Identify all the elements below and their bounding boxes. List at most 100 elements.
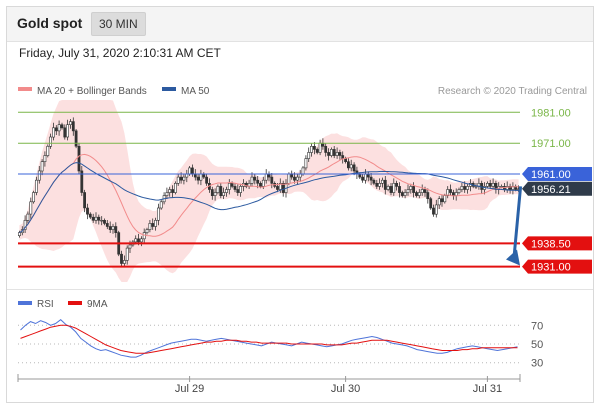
candle-body — [23, 220, 27, 230]
candle-body — [463, 186, 467, 190]
candle-body — [398, 186, 401, 193]
rsi-tick-70: 70 — [531, 320, 543, 332]
candle-body — [344, 158, 348, 163]
candle-body — [491, 183, 495, 187]
forecast-arrow-head — [506, 249, 520, 266]
candle-body — [307, 152, 311, 159]
candle-body — [100, 220, 104, 222]
candle-body — [239, 186, 243, 193]
timeframe-badge[interactable]: 30 MIN — [91, 12, 146, 36]
candle-body — [349, 164, 353, 169]
candle-body — [315, 149, 319, 153]
candle-body — [312, 146, 316, 150]
candle-body — [32, 192, 36, 203]
rsi-ma-line — [20, 324, 518, 354]
candle-body — [80, 170, 84, 193]
candle-body — [34, 179, 38, 193]
candle-body — [250, 176, 254, 184]
candle-body — [386, 186, 390, 190]
candle-body — [276, 186, 279, 190]
candle-body — [17, 232, 21, 237]
candle-body — [125, 247, 129, 261]
candle-body — [94, 216, 98, 221]
candle-body — [196, 176, 200, 181]
candle-body — [434, 204, 438, 215]
candle-body — [253, 176, 257, 181]
candle-body — [219, 186, 223, 196]
candle-body — [111, 226, 115, 230]
rsi-tick-50: 50 — [531, 339, 543, 351]
candle-body — [261, 179, 265, 187]
candle-body — [451, 192, 455, 196]
chart-datetime: Friday, July 31, 2020 2:10:31 AM CET — [19, 46, 221, 60]
candle-body — [474, 186, 478, 188]
candle-body — [369, 176, 373, 181]
candle-body — [128, 244, 132, 249]
candle-body — [91, 216, 95, 221]
candle-body — [295, 176, 299, 181]
candle-body — [392, 183, 396, 193]
candle-body — [400, 192, 404, 196]
candle-body — [148, 223, 152, 230]
candle-body — [335, 152, 339, 156]
candle-body — [57, 124, 61, 132]
candle-body — [134, 238, 138, 243]
candle-body — [60, 124, 64, 129]
candle-body — [338, 152, 342, 156]
candle-body — [26, 213, 30, 221]
candle-body — [488, 183, 492, 187]
instrument-title: Gold spot — [17, 15, 83, 31]
candle-body — [225, 189, 228, 193]
candle-body — [409, 186, 413, 190]
ma20-line — [19, 153, 519, 237]
candle-body — [108, 226, 112, 230]
candle-body — [140, 238, 143, 243]
forecast-arrow-shaft — [512, 186, 523, 258]
candle-body — [199, 173, 203, 181]
ma-bb-legend-swatch — [18, 87, 32, 91]
candle-body — [174, 183, 177, 193]
candle-body — [176, 176, 180, 184]
level-tag-1931.00 — [522, 259, 592, 274]
candle-body — [37, 170, 41, 181]
candle-body — [304, 158, 308, 169]
x-tick-label: Jul 31 — [473, 383, 502, 395]
candle-body — [236, 189, 240, 193]
level-tag-1961.00 — [522, 167, 592, 181]
candle-body — [454, 192, 458, 196]
candle-body — [182, 176, 186, 181]
candle-body — [29, 201, 33, 215]
candle-body — [230, 183, 234, 187]
candle-body — [449, 189, 452, 193]
candle-body — [222, 192, 226, 196]
candle-body — [264, 173, 268, 181]
level-tag-1938.50 — [522, 236, 592, 251]
candle-body — [210, 189, 214, 196]
candle-body — [168, 189, 172, 193]
candle-body — [380, 179, 384, 184]
candle-body — [137, 238, 140, 243]
candle-body — [120, 253, 123, 264]
candle-body — [346, 161, 350, 169]
ma50-legend-label: MA 50 — [181, 86, 210, 97]
candle-body — [188, 167, 192, 175]
candle-body — [440, 198, 444, 203]
candle-body — [395, 183, 399, 187]
candle-body — [259, 183, 262, 187]
candle-body — [281, 183, 285, 193]
candle-body — [329, 149, 333, 156]
candle-body — [123, 260, 126, 264]
ma50-line — [19, 162, 519, 234]
candle-body — [179, 176, 183, 181]
candle-body — [432, 207, 435, 215]
rsi-ma-legend-label: 9MA — [87, 299, 108, 310]
candle-body — [54, 127, 58, 132]
candle-body — [74, 130, 78, 147]
level-label-1931.00: 1931.00 — [531, 262, 571, 274]
candle-body — [159, 201, 163, 209]
panel-divider — [7, 289, 593, 290]
candle-body — [97, 216, 101, 221]
candle-body — [310, 146, 313, 153]
candle-body — [171, 189, 175, 193]
candle-body — [233, 186, 237, 190]
